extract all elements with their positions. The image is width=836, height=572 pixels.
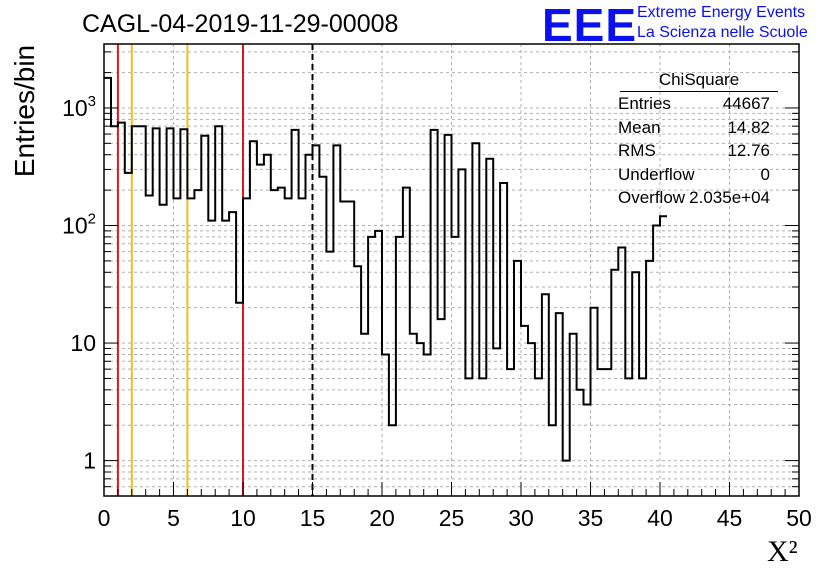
- x-tick-label: 0: [98, 505, 111, 531]
- stats-row: RMS 12.76: [610, 139, 778, 163]
- y-tick-exponent: 3: [88, 93, 96, 110]
- stats-key: Mean: [618, 117, 661, 137]
- stats-row: Underflow 0: [610, 163, 778, 187]
- y-tick-label: 10: [70, 330, 96, 356]
- chart-title: CAGL-04-2019-11-29-00008: [82, 10, 399, 38]
- y-axis-label: Entries/bin: [9, 44, 40, 178]
- y-tick-label: 103: [62, 93, 96, 121]
- x-tick-label: 15: [300, 505, 326, 531]
- stats-value: 0: [760, 164, 770, 184]
- y-tick-exponent: 2: [88, 211, 96, 228]
- eee-logo: EEE: [542, 0, 638, 51]
- stats-row: Mean 14.82: [610, 116, 778, 140]
- stats-key: RMS: [618, 141, 656, 160]
- y-tick-label: 102: [62, 211, 96, 239]
- stats-value: 12.76: [727, 141, 770, 160]
- x-tick-label: 10: [230, 505, 256, 531]
- x-tick-label: 25: [439, 505, 465, 531]
- logo-line-2: La Scienza nelle Scuole: [637, 24, 808, 41]
- stats-value: 14.82: [727, 117, 770, 137]
- x-tick-label: 40: [647, 505, 673, 531]
- x-tick-label: 45: [717, 505, 743, 531]
- x-tick-label: 35: [578, 505, 604, 531]
- x-tick-label: 30: [508, 505, 534, 531]
- x-tick-label: 5: [167, 505, 180, 531]
- x-tick-label: 20: [369, 505, 395, 531]
- stats-box: ChiSquare Entries 44667 Mean 14.82 RMS 1…: [610, 70, 778, 210]
- stats-header: ChiSquare: [620, 70, 778, 92]
- logo-line-1: Extreme Energy Events: [637, 4, 806, 21]
- stats-value: 44667: [722, 94, 770, 113]
- reference-lines: [116, 44, 314, 496]
- stats-key: Underflow: [618, 164, 695, 184]
- stats-row: Overflow 2.035e+04: [610, 186, 778, 210]
- stats-key: Overflow: [618, 188, 686, 207]
- histogram-series: [104, 76, 667, 462]
- axis-ticks: [103, 51, 800, 497]
- stats-row: Entries 44667: [610, 92, 778, 116]
- stats-value: 2.035e+04: [689, 188, 770, 207]
- x-tick-label: 50: [786, 505, 812, 531]
- x-axis-label: X²: [767, 535, 798, 568]
- stats-key: Entries: [618, 94, 671, 113]
- y-tick-label: 1: [83, 448, 96, 474]
